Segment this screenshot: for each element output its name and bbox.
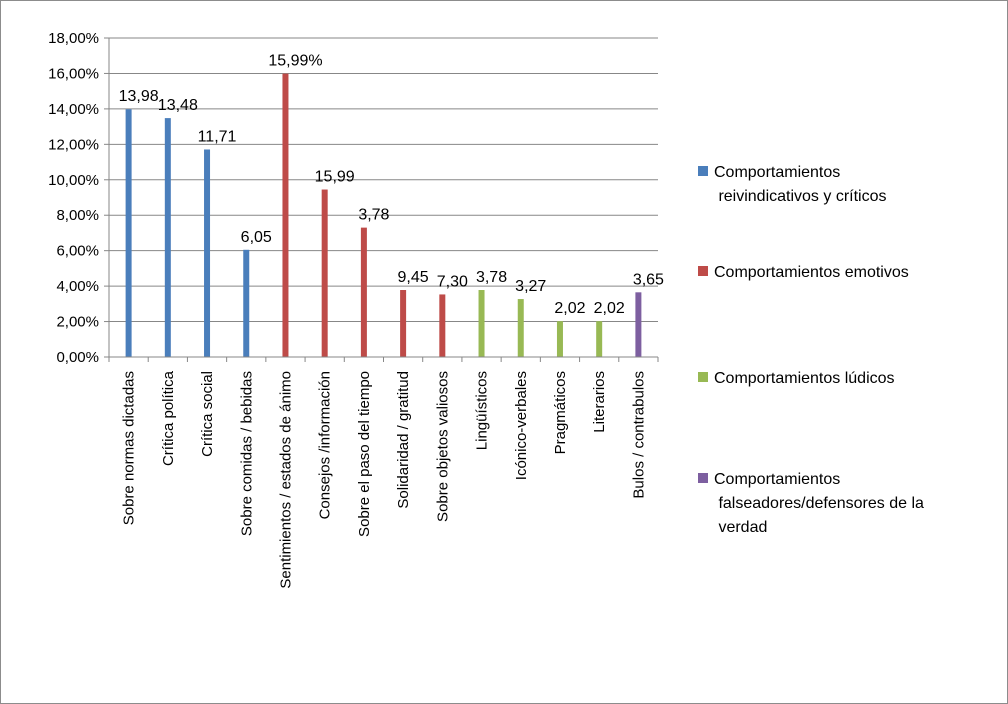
legend: Comportamientos reivindicativos y crític… <box>698 164 924 536</box>
y-tick-label: 8,00% <box>56 207 99 224</box>
data-label: 2,02 <box>554 300 585 317</box>
category-label: Sobre objetos valiosos <box>434 371 451 522</box>
legend-entry: Comportamientos falseadores/defensores d… <box>714 471 924 536</box>
bar <box>125 109 132 357</box>
bar <box>439 294 446 357</box>
category-label: Sobre normas dictadas <box>121 371 138 525</box>
bar <box>164 118 171 357</box>
legend-swatch <box>698 266 708 276</box>
bar <box>517 299 524 357</box>
bar <box>400 290 407 357</box>
data-label: 3,27 <box>515 278 546 295</box>
category-label: Pragmáticos <box>552 371 569 454</box>
y-tick-label: 18,00% <box>48 30 99 47</box>
category-label: Icónico-verbales <box>513 371 530 480</box>
category-label: Literarios <box>591 371 608 433</box>
data-label: 3,78 <box>476 269 507 286</box>
y-tick-label: 14,00% <box>48 101 99 118</box>
legend-swatch <box>698 473 708 483</box>
bar <box>360 227 367 357</box>
bar <box>478 290 485 357</box>
y-tick-label: 6,00% <box>56 243 99 260</box>
gridlines <box>109 37 658 323</box>
data-label: 6,05 <box>241 229 272 246</box>
data-label: 15,99 <box>315 169 355 186</box>
legend-entry: Comportamientos lúdicos <box>714 370 895 387</box>
y-axis: 0,00% 2,00% 4,00% 6,00% 8,00% 10,00% 12,00% 14,… <box>48 30 110 366</box>
y-tick-label: 2,00% <box>56 314 99 331</box>
data-label: 15,99% <box>268 53 322 70</box>
bar <box>204 149 211 357</box>
bar <box>321 189 328 357</box>
category-label: Sobre el paso del tiempo <box>356 371 373 537</box>
bars <box>125 73 642 357</box>
bar <box>556 321 563 357</box>
data-label: 13,48 <box>158 97 198 114</box>
bar <box>243 249 250 357</box>
bar <box>282 73 289 357</box>
data-label: 13,98 <box>119 88 159 105</box>
y-tick-label: 10,00% <box>48 172 99 189</box>
category-label: Solidaridad / gratitud <box>395 371 412 509</box>
category-label: Crítica política <box>160 370 177 466</box>
legend-swatch <box>698 372 708 382</box>
y-tick-label: 0,00% <box>56 349 99 366</box>
data-label: 3,78 <box>358 207 389 224</box>
legend-entry: Comportamientos emotivos <box>714 264 909 281</box>
legend-entry: Comportamientos reivindicativos y crític… <box>714 164 887 205</box>
data-label: 9,45 <box>398 269 429 286</box>
data-label: 2,02 <box>594 300 625 317</box>
bar <box>635 292 642 357</box>
category-label: Sentimientos / estados de ánimo <box>277 371 294 589</box>
data-label: 11,71 <box>198 128 237 145</box>
category-label: Bulos / contrabulos <box>630 371 647 499</box>
data-label: 3,65 <box>633 271 664 288</box>
y-tick-label: 16,00% <box>48 65 99 82</box>
category-label: Consejos /información <box>317 371 334 519</box>
y-tick-label: 4,00% <box>56 278 99 295</box>
category-label: Lingüísticos <box>474 371 491 450</box>
category-label: Sobre comidas / bebidas <box>238 371 255 536</box>
y-tick-label: 12,00% <box>48 136 99 153</box>
bar <box>596 321 603 357</box>
data-label: 7,30 <box>437 273 468 290</box>
category-label: Crítica social <box>199 371 216 457</box>
legend-swatch <box>698 166 708 176</box>
x-axis: Sobre normas dictadas Crítica política Crí… <box>108 356 659 589</box>
